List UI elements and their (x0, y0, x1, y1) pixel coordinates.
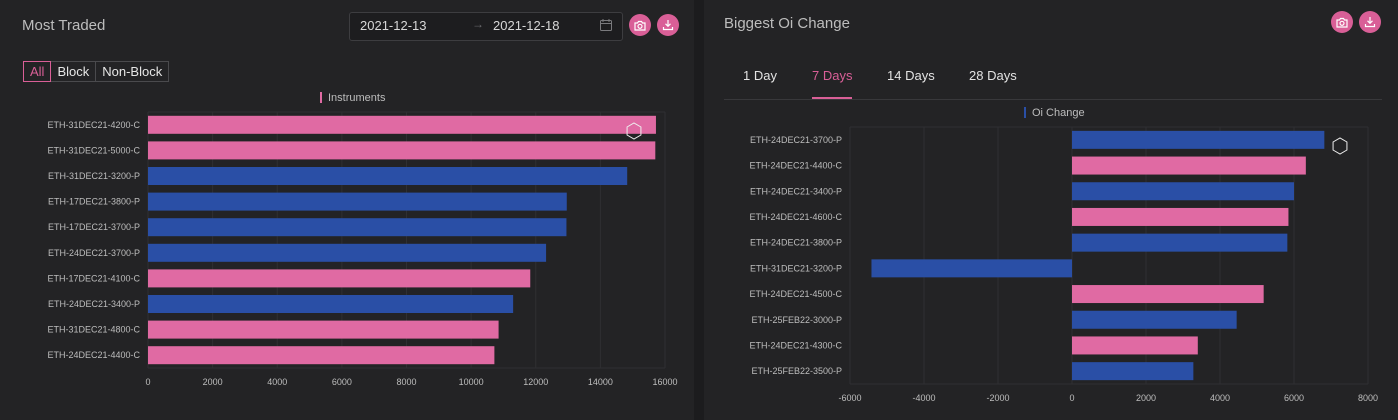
active-tab-indicator (812, 97, 852, 99)
category-label: ETH-24DEC21-3800-P (750, 238, 842, 248)
bar (148, 269, 531, 288)
most-traded-panel: Most Traded 2021-12-13 → 2021-12-18 All … (0, 0, 694, 420)
x-tick-label: 6000 (332, 377, 352, 387)
category-label: ETH-17DEC21-3700-P (48, 222, 140, 232)
category-label: ETH-25FEB22-3000-P (751, 315, 842, 325)
category-label: ETH-17DEC21-3800-P (48, 197, 140, 207)
date-separator-icon: → (472, 17, 484, 31)
x-tick-label: 12000 (523, 377, 548, 387)
bar (871, 259, 1072, 278)
x-tick-label: -2000 (986, 393, 1009, 403)
legend-label: Oi Change (1032, 107, 1085, 119)
date-range-picker[interactable]: 2021-12-13 → 2021-12-18 (349, 12, 623, 41)
x-tick-label: 16000 (652, 377, 677, 387)
legend-marker (1024, 107, 1026, 118)
biggest-oi-title: Biggest Oi Change (724, 15, 850, 32)
x-tick-label: 2000 (203, 377, 223, 387)
download-icon (662, 20, 674, 31)
tab-14-days[interactable]: 14 Days (887, 68, 935, 83)
category-label: ETH-24DEC21-4500-C (749, 289, 842, 299)
filter-all[interactable]: All (23, 61, 52, 82)
bar (1072, 336, 1198, 355)
category-label: ETH-31DEC21-5000-C (47, 145, 140, 155)
chart-legend: Instruments (320, 92, 386, 104)
bar (148, 218, 567, 237)
category-label: ETH-31DEC21-3200-P (48, 171, 140, 181)
watermark-logo (626, 122, 642, 140)
bar (1072, 285, 1264, 304)
x-tick-label: 14000 (588, 377, 613, 387)
category-label: ETH-25FEB22-3500-P (751, 366, 842, 376)
legend-marker (320, 92, 322, 103)
biggest-oi-chart: -6000 -4000 -2000 0 2000 4000 6000 8000 Oi Chang… (749, 107, 1378, 403)
x-tick-label: 4000 (267, 377, 287, 387)
bar (1072, 310, 1237, 329)
x-tick-label: 0 (145, 377, 150, 387)
x-tick-label: -4000 (912, 393, 935, 403)
x-tick-label: 10000 (459, 377, 484, 387)
bar (148, 295, 514, 313)
x-tick-label: 0 (1069, 393, 1074, 403)
category-label: ETH-24DEC21-4600-C (749, 212, 842, 222)
legend-label: Instruments (328, 92, 386, 104)
bar (148, 115, 656, 134)
bar (148, 192, 567, 211)
bar (148, 167, 628, 185)
date-start[interactable]: 2021-12-13 (360, 18, 427, 33)
camera-icon (634, 20, 646, 31)
category-label: ETH-17DEC21-4100-C (47, 273, 140, 283)
tab-1-day[interactable]: 1 Day (743, 68, 777, 83)
download-icon (1364, 17, 1376, 28)
category-label: ETH-24DEC21-3400-P (750, 186, 842, 196)
x-tick-label: 6000 (1284, 393, 1304, 403)
bar (1072, 362, 1194, 381)
tab-28-days[interactable]: 28 Days (969, 68, 1017, 83)
filter-non-block[interactable]: Non-Block (95, 61, 170, 82)
category-label: ETH-31DEC21-4200-C (47, 120, 140, 130)
download-button[interactable] (1359, 11, 1381, 33)
bar (1072, 207, 1289, 226)
category-label: ETH-24DEC21-3400-P (48, 299, 140, 309)
category-label: ETH-24DEC21-4400-C (47, 350, 140, 360)
x-tick-label: 8000 (1358, 393, 1378, 403)
category-label: ETH-31DEC21-4800-C (47, 325, 140, 335)
most-traded-title: Most Traded (22, 17, 106, 34)
bar (1072, 182, 1294, 201)
x-tick-label: 4000 (1210, 393, 1230, 403)
bar (148, 320, 499, 339)
category-label: ETH-24DEC21-3700-P (48, 248, 140, 258)
category-label: ETH-24DEC21-4400-C (749, 161, 842, 171)
chart-legend: Oi Change (1024, 107, 1085, 119)
tab-7-days[interactable]: 7 Days (812, 68, 853, 83)
bar (148, 243, 547, 262)
period-tabs: 1 Day 7 Days 14 Days 28 Days (724, 55, 1382, 100)
calendar-icon[interactable] (600, 19, 612, 34)
bar (1072, 233, 1288, 252)
bar (1072, 130, 1325, 149)
x-tick-label: 2000 (1136, 393, 1156, 403)
biggest-oi-change-panel: Biggest Oi Change 1 Day 7 Days 14 Days 2… (704, 0, 1398, 420)
category-label: ETH-31DEC21-3200-P (750, 263, 842, 273)
watermark-logo (1332, 137, 1348, 155)
screenshot-button[interactable] (629, 14, 651, 36)
bar (1072, 156, 1306, 175)
most-traded-chart: 0 2000 4000 6000 8000 10000 12000 14000 16000 Ins… (47, 92, 678, 387)
bar (148, 346, 495, 365)
x-tick-label: -6000 (838, 393, 861, 403)
download-button[interactable] (657, 14, 679, 36)
trade-type-filter[interactable]: All Block Non-Block (23, 61, 170, 82)
screenshot-button[interactable] (1331, 11, 1353, 33)
camera-icon (1336, 17, 1348, 28)
date-end[interactable]: 2021-12-18 (493, 18, 560, 33)
x-tick-label: 8000 (396, 377, 416, 387)
category-label: ETH-24DEC21-3700-P (750, 135, 842, 145)
bar (148, 141, 656, 160)
category-label: ETH-24DEC21-4300-C (749, 340, 842, 350)
